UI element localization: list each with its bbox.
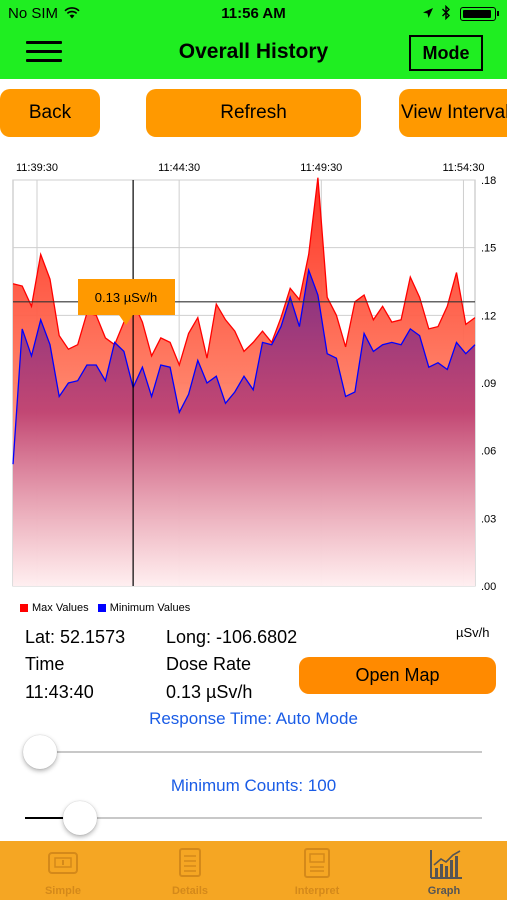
interpret-document-icon <box>304 848 330 878</box>
legend-item-max: Max Values <box>20 602 89 614</box>
minimum-counts-label: Minimum Counts: 100 <box>170 776 337 795</box>
hamburger-menu-icon[interactable] <box>26 41 62 63</box>
chart-y-tick-label: .15 <box>481 243 496 255</box>
refresh-button[interactable]: Refresh <box>146 89 361 137</box>
graph-bars-icon <box>430 850 462 879</box>
chart-x-tick-label: 11:44:30 <box>158 162 200 174</box>
minimum-counts-thumb[interactable] <box>62 801 97 835</box>
legend-swatch-min <box>97 604 106 612</box>
min-values-area <box>13 270 475 586</box>
chart-y-tick-label: .06 <box>481 446 496 458</box>
tab-details-label: Details <box>171 885 209 897</box>
chart-x-tick-label: 11:54:30 <box>442 162 484 174</box>
location-arrow-icon <box>422 6 434 23</box>
tab-bar: Simple Details Interpret <box>0 841 507 900</box>
min-values-line <box>12 267 476 465</box>
mode-button[interactable]: Mode <box>409 35 483 71</box>
simple-meter-icon <box>48 852 78 874</box>
chart-y-tick-label: .18 <box>481 175 496 187</box>
tab-details[interactable]: Details <box>127 841 253 900</box>
battery-icon <box>460 7 499 21</box>
tab-simple-label: Simple <box>44 885 82 897</box>
minimum-counts-fill <box>25 817 80 819</box>
tab-simple[interactable]: Simple <box>0 841 126 900</box>
unit-label: µSv/h <box>456 625 490 640</box>
time-value: 11:43:40 <box>25 682 94 702</box>
dose-rate-heading: Dose Rate <box>166 654 252 674</box>
dose-rate-value: 0.13 µSv/h <box>166 682 253 702</box>
longitude-label: Long: -106.6802 <box>166 627 298 647</box>
tab-graph[interactable]: Graph <box>381 841 507 900</box>
chart-legend: Max Values Minimum Values <box>20 602 196 614</box>
carrier-label: No SIM <box>8 5 59 22</box>
chart-tooltip-text: 0.13 µSv/h <box>95 290 157 305</box>
response-time-label: Response Time: Auto Mode <box>149 709 358 728</box>
status-time: 11:56 AM <box>221 5 286 22</box>
open-map-button[interactable]: Open Map <box>299 657 496 694</box>
page-title: Overall History <box>178 40 329 63</box>
legend-item-min: Minimum Values <box>97 602 191 614</box>
response-time-track[interactable] <box>25 751 482 753</box>
chart-y-tick-label: .09 <box>481 378 496 390</box>
tab-interpret[interactable]: Interpret <box>254 841 380 900</box>
legend-label-min: Minimum Values <box>109 602 191 614</box>
details-list-icon <box>179 848 201 877</box>
navigation-bar: No SIM 11:56 AM Overall History Mode <box>0 0 507 79</box>
back-button[interactable]: Back <box>0 89 100 137</box>
chart-y-tick-label: .03 <box>481 513 496 525</box>
tab-interpret-label: Interpret <box>294 885 340 897</box>
legend-label-max: Max Values <box>32 602 89 614</box>
status-bar: No SIM 11:56 AM <box>0 0 507 28</box>
bluetooth-icon <box>441 4 451 24</box>
tab-graph-label: Graph <box>427 885 461 897</box>
chart-y-tick-label: .00 <box>481 581 496 593</box>
time-heading: Time <box>25 654 65 674</box>
chart-tooltip-box <box>78 279 175 315</box>
response-time-thumb[interactable] <box>23 735 57 769</box>
chart-x-tick-label: 11:49:30 <box>300 162 342 174</box>
view-interval-button[interactable]: View Interval <box>399 89 507 137</box>
wifi-icon <box>64 6 80 23</box>
minimum-counts-track[interactable] <box>25 817 482 819</box>
chart-x-tick-label: 11:39:30 <box>16 162 58 174</box>
legend-swatch-max <box>20 604 28 612</box>
dose-rate-chart[interactable]: .18 .15 .12 .09 .06 .03 .00 11:39:30 11:44:30 11:… <box>0 150 507 600</box>
chart-tooltip-pointer <box>119 315 133 325</box>
latitude-label: Lat: 52.1573 <box>25 627 126 647</box>
chart-y-tick-label: .12 <box>481 310 496 322</box>
